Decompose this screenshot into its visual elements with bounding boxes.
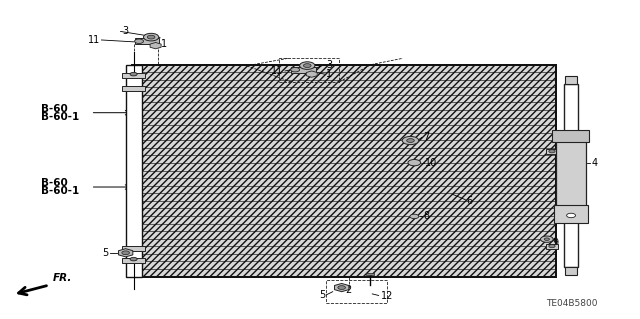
Circle shape <box>338 286 346 289</box>
Text: 8: 8 <box>423 211 429 221</box>
Circle shape <box>548 245 555 248</box>
Text: 11: 11 <box>88 35 100 45</box>
Circle shape <box>410 214 419 219</box>
Bar <box>278 58 339 82</box>
Bar <box>545 149 558 154</box>
Text: 1: 1 <box>161 39 167 49</box>
Text: B-60-1: B-60-1 <box>41 186 79 196</box>
Bar <box>564 76 577 84</box>
Text: 5: 5 <box>319 290 325 300</box>
Bar <box>122 73 145 78</box>
Bar <box>122 258 145 263</box>
Bar <box>326 280 387 303</box>
Text: B-60: B-60 <box>41 178 68 188</box>
Circle shape <box>548 150 555 153</box>
Circle shape <box>402 137 419 145</box>
Bar <box>564 267 577 275</box>
Circle shape <box>303 64 311 68</box>
Text: 6: 6 <box>467 196 473 206</box>
Circle shape <box>147 35 155 39</box>
Text: 3: 3 <box>122 26 129 36</box>
Bar <box>552 130 589 142</box>
Bar <box>122 246 145 250</box>
Circle shape <box>130 72 137 76</box>
Circle shape <box>300 62 315 69</box>
Bar <box>125 65 141 277</box>
Circle shape <box>544 238 549 241</box>
Circle shape <box>566 213 575 218</box>
Text: B-60-1: B-60-1 <box>41 112 79 122</box>
Bar <box>554 205 588 223</box>
Bar <box>556 139 586 210</box>
Text: TE04B5800: TE04B5800 <box>546 299 598 308</box>
Bar <box>366 273 374 275</box>
Circle shape <box>134 39 143 43</box>
Circle shape <box>143 33 159 41</box>
Bar <box>545 244 558 249</box>
Bar <box>291 67 316 72</box>
Text: 1: 1 <box>326 69 333 79</box>
Text: B-60: B-60 <box>41 104 68 114</box>
Text: 5: 5 <box>102 248 108 258</box>
Text: 9: 9 <box>553 238 559 248</box>
Bar <box>135 38 159 44</box>
Text: 3: 3 <box>326 60 333 70</box>
Bar <box>564 84 578 267</box>
Circle shape <box>122 251 129 255</box>
Bar <box>122 86 145 91</box>
Text: FR.: FR. <box>52 273 72 283</box>
Circle shape <box>130 257 137 261</box>
Text: 4: 4 <box>591 158 598 168</box>
Text: 2: 2 <box>346 285 352 295</box>
Circle shape <box>540 236 553 242</box>
Bar <box>132 65 556 277</box>
Bar <box>132 65 556 277</box>
Text: 10: 10 <box>425 158 437 168</box>
Circle shape <box>408 160 420 166</box>
Text: 11: 11 <box>271 66 284 76</box>
Text: 7: 7 <box>423 132 429 142</box>
Text: 12: 12 <box>381 291 393 301</box>
Circle shape <box>406 139 414 142</box>
Circle shape <box>291 68 300 72</box>
